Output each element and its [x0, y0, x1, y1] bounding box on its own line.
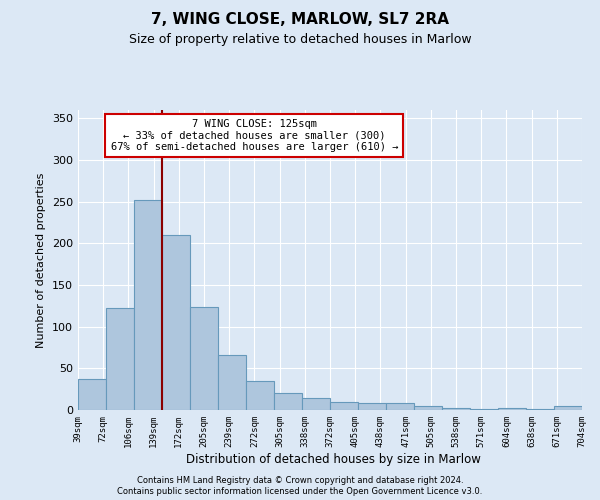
Bar — [218, 355, 246, 410]
Bar — [386, 402, 414, 410]
Text: 7, WING CLOSE, MARLOW, SL7 2RA: 7, WING CLOSE, MARLOW, SL7 2RA — [151, 12, 449, 28]
Bar — [106, 308, 134, 410]
Bar — [470, 409, 498, 410]
Text: Contains public sector information licensed under the Open Government Licence v3: Contains public sector information licen… — [118, 488, 482, 496]
Bar — [358, 402, 386, 410]
Bar — [554, 406, 582, 410]
Bar — [246, 381, 274, 410]
Bar — [134, 200, 162, 410]
Text: Distribution of detached houses by size in Marlow: Distribution of detached houses by size … — [185, 452, 481, 466]
Bar — [330, 402, 358, 410]
Bar — [498, 408, 526, 410]
Bar — [162, 235, 190, 410]
Text: 7 WING CLOSE: 125sqm
← 33% of detached houses are smaller (300)
67% of semi-deta: 7 WING CLOSE: 125sqm ← 33% of detached h… — [110, 119, 398, 152]
Bar — [526, 409, 554, 410]
Y-axis label: Number of detached properties: Number of detached properties — [37, 172, 46, 348]
Bar — [190, 306, 218, 410]
Bar — [302, 398, 330, 410]
Text: Contains HM Land Registry data © Crown copyright and database right 2024.: Contains HM Land Registry data © Crown c… — [137, 476, 463, 485]
Bar — [274, 394, 302, 410]
Bar — [414, 406, 442, 410]
Bar — [78, 379, 106, 410]
Text: Size of property relative to detached houses in Marlow: Size of property relative to detached ho… — [128, 32, 472, 46]
Bar — [442, 408, 470, 410]
